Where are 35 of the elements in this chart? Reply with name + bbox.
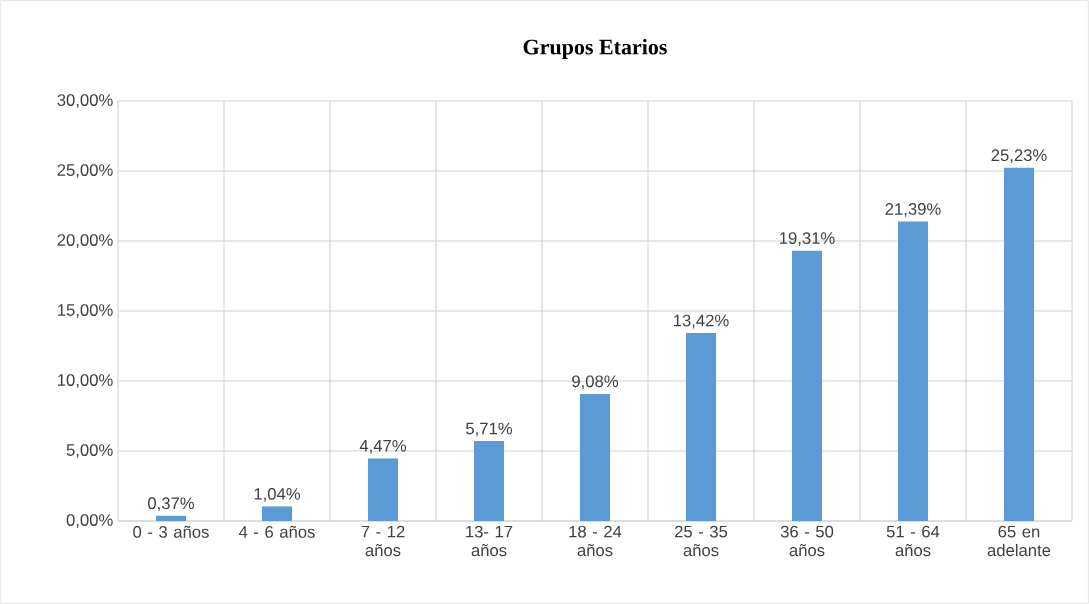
bar [898,221,929,521]
x-tick-label: 18 - 24 años [569,525,622,557]
bar [580,393,611,521]
data-label: 25,23% [991,149,1047,164]
data-label: 21,39% [885,203,941,217]
x-tick-label: 13- 17 años [466,525,513,557]
data-label: 19,31% [780,232,835,246]
y-tick-label: 5,00% [66,444,113,458]
x-tick-label: 7 - 12 años [361,525,405,557]
data-label: 1,04% [254,487,301,502]
x-tick-label: 25 - 35 años [674,525,728,557]
x-tick-label: 4 - 6 años [238,525,315,538]
data-label: 9,08% [572,375,619,390]
x-tick-label: 65 en adelante [987,525,1051,557]
bar [686,333,717,521]
data-label: 0,37% [148,497,195,512]
x-tick-label: 36 - 50 años [780,525,834,557]
y-tick-label: 0,00% [66,514,113,528]
x-tick-label: 0 - 3 años [133,525,209,538]
bar [262,506,292,521]
bar [792,250,823,521]
data-label: 13,42% [674,314,729,329]
x-tick-label: 51 - 64 años [886,525,940,557]
y-tick-label: 10,00% [58,374,113,388]
y-tick-label: 25,00% [57,164,113,178]
bar [368,458,398,521]
y-tick-label: 30,00% [57,94,113,108]
bar [1004,167,1035,521]
chart-title: Grupos Etarios [523,39,667,59]
y-tick-label: 20,00% [57,234,113,248]
data-label: 5,71% [466,422,513,437]
y-tick-label: 15,00% [58,304,113,318]
bar [474,441,504,521]
data-label: 4,47% [359,440,407,454]
bar [156,515,186,521]
